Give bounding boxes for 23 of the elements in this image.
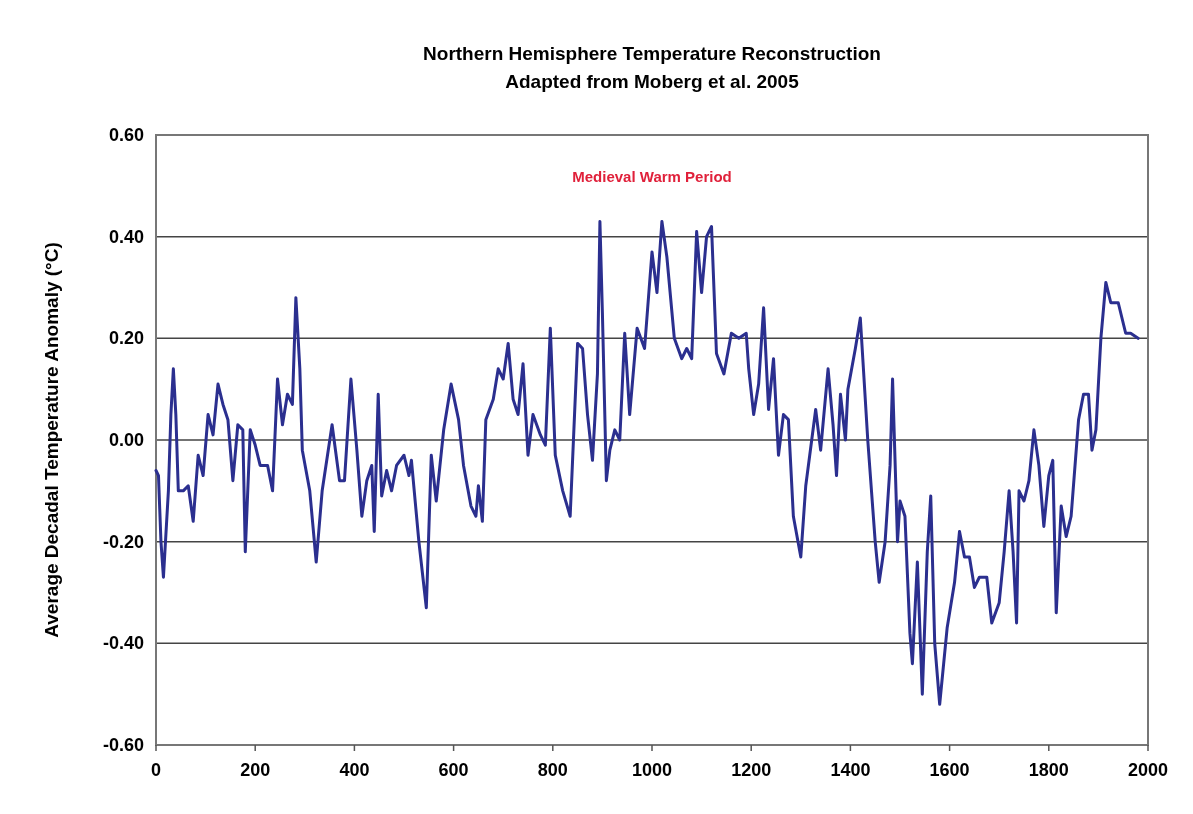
x-tick-label: 200 xyxy=(240,760,271,780)
x-tick-label: 400 xyxy=(339,760,370,780)
y-tick-label: 0.20 xyxy=(108,328,144,349)
y-tick-label: 0.00 xyxy=(108,430,144,450)
x-tick-label: 1000 xyxy=(631,760,673,780)
y-tick-label: 0.40 xyxy=(108,226,144,247)
y-tick-label: -0.40 xyxy=(102,633,144,654)
y-tick-label: 0.60 xyxy=(108,125,144,145)
x-tick-label: 1200 xyxy=(731,760,772,780)
x-tick-label: 0 xyxy=(150,760,162,780)
x-tick-label: 800 xyxy=(537,760,568,780)
y-tick-label: -0.60 xyxy=(102,735,144,755)
x-tick-label: 1600 xyxy=(929,760,970,780)
chart-subtitle: Adapted from Moberg et al. 2005 xyxy=(505,71,800,92)
y-tick-label: -0.20 xyxy=(102,531,144,552)
x-tick-label: 1400 xyxy=(830,760,871,780)
x-tick-label: 1800 xyxy=(1028,760,1069,780)
chart-title: Northern Hemisphere Temperature Reconstruction xyxy=(423,43,881,64)
line-series xyxy=(154,219,1140,706)
x-tick-label: 2000 xyxy=(1127,760,1169,780)
y-axis-title: Average Decadal Temperature Anomaly (°C) xyxy=(41,242,62,638)
annotation: Medieval Warm Period xyxy=(572,168,732,185)
x-tick-label: 600 xyxy=(438,760,469,780)
